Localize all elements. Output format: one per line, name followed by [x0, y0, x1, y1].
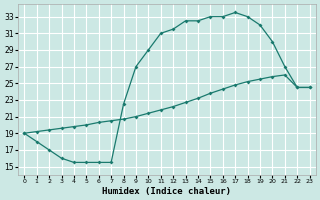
X-axis label: Humidex (Indice chaleur): Humidex (Indice chaleur) [102, 187, 231, 196]
